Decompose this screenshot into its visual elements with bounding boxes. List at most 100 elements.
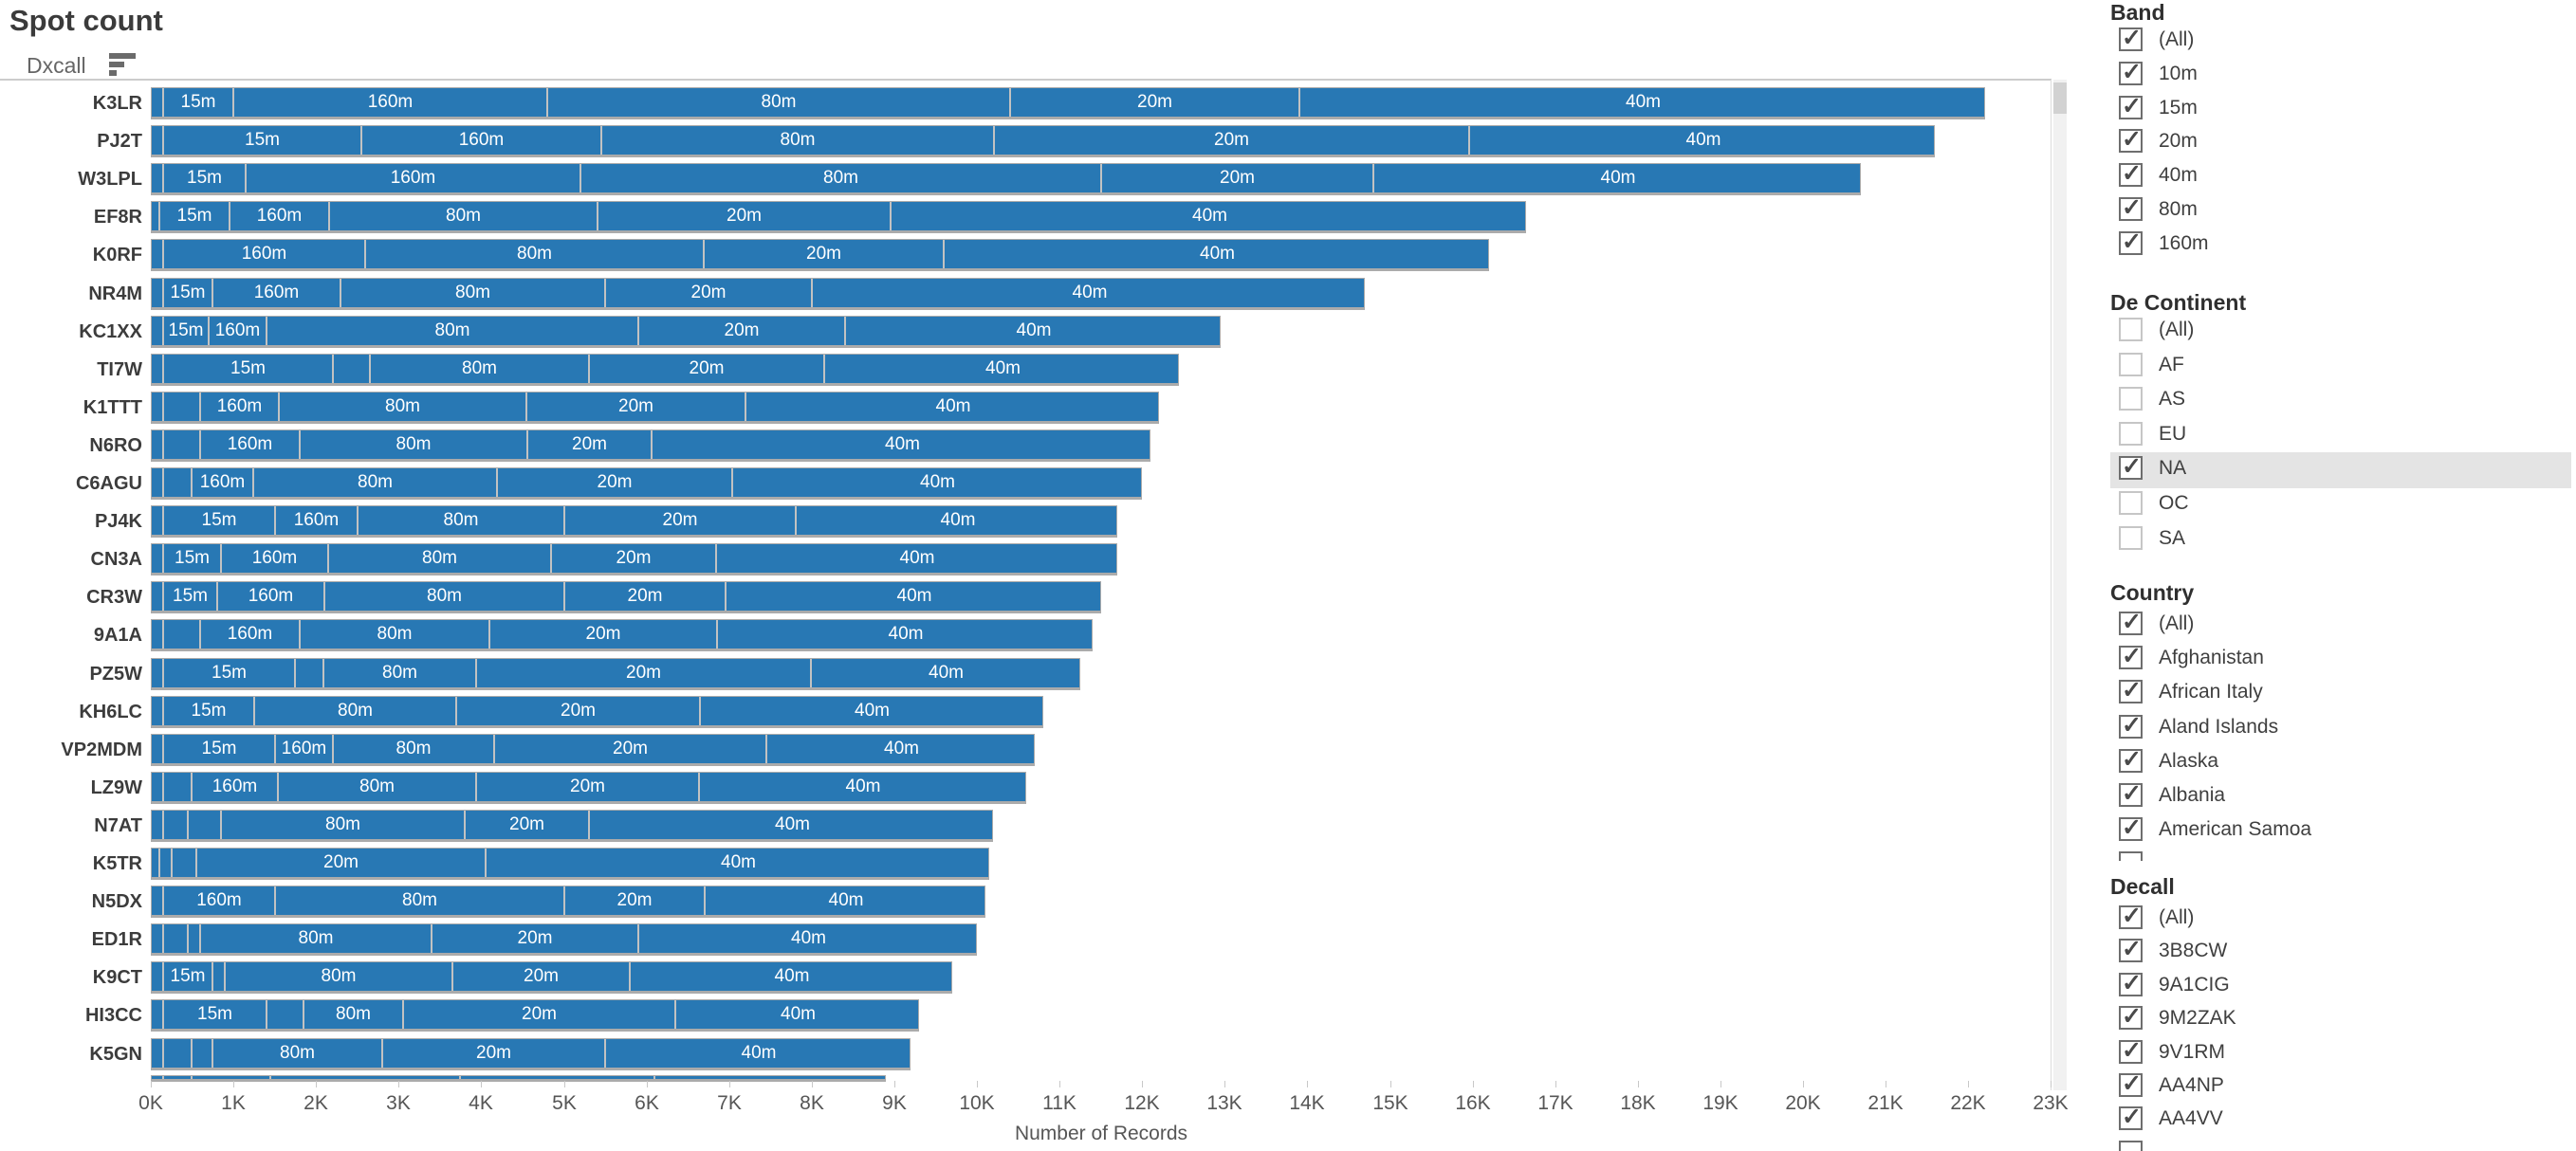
bar-segment-15m[interactable]: 15m bbox=[164, 1000, 267, 1029]
bar-segment-10m[interactable] bbox=[152, 1076, 164, 1079]
bar-segment-160m[interactable] bbox=[267, 1000, 304, 1029]
bar-segment-15m[interactable] bbox=[160, 849, 173, 877]
bar-segment-15m[interactable]: 15m bbox=[164, 164, 247, 192]
bar-segment-20m[interactable]: 20m bbox=[590, 355, 825, 383]
filter-item-as[interactable]: AS bbox=[2110, 387, 2576, 419]
stacked-bar[interactable]: 160m 80m 20m 40m bbox=[151, 239, 1489, 271]
bar-segment-40m[interactable]: 40m bbox=[845, 776, 881, 796]
stacked-bar[interactable]: 15m 160m 80m 20m 40m bbox=[151, 543, 1117, 576]
filter-item-3b8cw[interactable]: ✓ 3B8CW bbox=[2110, 936, 2576, 971]
checkbox[interactable] bbox=[2119, 491, 2143, 515]
bar-segment-160m[interactable]: 160m bbox=[218, 582, 325, 611]
bar-segment-160m[interactable]: 160m bbox=[201, 430, 301, 459]
checkbox[interactable]: ✓ bbox=[2119, 643, 2143, 669]
checkbox[interactable] bbox=[2119, 387, 2143, 411]
bar-segment-10m[interactable] bbox=[152, 659, 164, 687]
bar-segment-20m[interactable]: 20m bbox=[552, 544, 717, 573]
bar-segment-15m[interactable]: 15m bbox=[164, 126, 362, 155]
bar-segment-160m[interactable]: 160m bbox=[164, 886, 276, 915]
bar-segment-40m[interactable]: 40m bbox=[888, 624, 924, 644]
stacked-bar[interactable]: 15m 160m 80m 20m 40m bbox=[151, 201, 1526, 233]
bar-segment-40m[interactable]: 40m bbox=[929, 663, 964, 683]
filter-item-na[interactable]: ✓ NA bbox=[2110, 452, 2576, 488]
filter-item-eu[interactable]: EU bbox=[2110, 422, 2576, 454]
filter-item-albania[interactable]: ✓ Albania bbox=[2110, 780, 2576, 815]
bar-segment-20m[interactable]: 20m bbox=[197, 849, 487, 877]
filter-item-10m[interactable]: ✓ 10m bbox=[2110, 59, 2576, 94]
bar-segment-15m[interactable]: 15m bbox=[164, 279, 213, 307]
bar-segment-40m[interactable]: 40m bbox=[1072, 283, 1108, 302]
stacked-bar[interactable]: 15m 80m 20m 40m bbox=[151, 354, 1179, 386]
bar-segment-20m[interactable]: 20m bbox=[995, 126, 1470, 155]
bar-segment-15m[interactable] bbox=[164, 924, 189, 953]
bar-segment-20m[interactable]: 20m bbox=[477, 659, 812, 687]
bar-segment-15m[interactable]: 15m bbox=[164, 735, 276, 763]
bar-segment-15m[interactable] bbox=[164, 1039, 193, 1068]
checkbox[interactable]: ✓ bbox=[2119, 1104, 2143, 1130]
filter-item-all[interactable]: ✓ (All) bbox=[2110, 903, 2576, 938]
bar-segment-80m[interactable]: 80m bbox=[359, 506, 565, 535]
filter-item-9m2zak[interactable]: ✓ 9M2ZAK bbox=[2110, 1003, 2576, 1038]
bar-segment-20m[interactable]: 20m bbox=[383, 1039, 606, 1068]
checkbox[interactable]: ✓ bbox=[2119, 59, 2143, 85]
checkbox[interactable]: ✓ bbox=[2119, 1037, 2143, 1064]
stacked-bar[interactable]: 15m 80m 20m 40m bbox=[151, 999, 919, 1032]
bar-segment-80m[interactable]: 80m bbox=[280, 393, 527, 421]
bar-segment-160m[interactable]: 160m bbox=[247, 164, 581, 192]
bar-segment-40m[interactable]: 40m bbox=[781, 1004, 816, 1024]
bar-segment-40m[interactable]: 40m bbox=[1685, 130, 1721, 150]
bar-segment-20m[interactable]: 20m bbox=[565, 506, 797, 535]
vertical-scrollbar[interactable] bbox=[2053, 80, 2067, 1090]
bar-segment-15m[interactable] bbox=[164, 430, 201, 459]
stacked-bar[interactable]: 15m 160m 80m 20m 40m bbox=[151, 87, 1985, 119]
bar-segment-20m[interactable]: 20m bbox=[495, 735, 767, 763]
checkbox[interactable] bbox=[2119, 851, 2143, 861]
bar-segment-15m[interactable]: 15m bbox=[164, 506, 276, 535]
stacked-bar[interactable]: 15m 160m 80m 20m 40m bbox=[151, 581, 1101, 613]
bar-segment-10m[interactable] bbox=[152, 582, 164, 611]
bar-segment-40m[interactable] bbox=[655, 1076, 887, 1079]
filter-item-15m[interactable]: ✓ 15m bbox=[2110, 93, 2576, 128]
bar-segment-80m[interactable]: 80m bbox=[329, 544, 552, 573]
bar-segment-80m[interactable]: 80m bbox=[254, 468, 498, 497]
bar-segment-10m[interactable] bbox=[152, 202, 160, 230]
filter-item-alandislands[interactable]: ✓ Aland Islands bbox=[2110, 712, 2576, 747]
filter-item-sa[interactable]: SA bbox=[2110, 526, 2576, 558]
bar-segment-160m[interactable]: 160m bbox=[164, 240, 366, 268]
bar-segment-20m[interactable]: 20m bbox=[639, 317, 846, 345]
bar-segment-80m[interactable]: 80m bbox=[581, 164, 1102, 192]
bar-segment-15m[interactable]: 15m bbox=[164, 582, 218, 611]
bar-segment-10m[interactable] bbox=[152, 164, 164, 192]
filter-item-aa4np[interactable]: ✓ AA4NP bbox=[2110, 1070, 2576, 1105]
bar-segment-10m[interactable] bbox=[152, 88, 164, 117]
bar-segment-160m[interactable]: 160m bbox=[276, 506, 359, 535]
bar-segment-20m[interactable] bbox=[461, 1076, 655, 1079]
checkbox[interactable]: ✓ bbox=[2119, 453, 2143, 480]
bar-segment-10m[interactable] bbox=[152, 126, 164, 155]
bar-segment-20m[interactable]: 20m bbox=[466, 811, 590, 839]
bar-segment-15m[interactable] bbox=[164, 811, 189, 839]
bar-segment-10m[interactable] bbox=[152, 924, 164, 953]
filter-item-all[interactable]: (All) bbox=[2110, 318, 2576, 350]
bar-segment-80m[interactable]: 80m bbox=[371, 355, 590, 383]
bar-segment-40m[interactable]: 40m bbox=[791, 928, 826, 948]
bar-segment-160m[interactable]: 160m bbox=[213, 279, 341, 307]
bar-segment-160m[interactable] bbox=[189, 811, 222, 839]
bar-segment-80m[interactable]: 80m bbox=[279, 773, 477, 801]
bar-segment-160m[interactable] bbox=[296, 659, 324, 687]
bar-segment-40m[interactable]: 40m bbox=[884, 739, 919, 758]
bar-segment-40m[interactable]: 40m bbox=[896, 586, 932, 606]
sort-descending-icon[interactable] bbox=[109, 53, 139, 76]
bar-segment-40m[interactable]: 40m bbox=[774, 966, 810, 986]
bar-segment-160m[interactable]: 160m bbox=[234, 88, 548, 117]
bar-segment-20m[interactable]: 20m bbox=[477, 773, 700, 801]
filter-item-alaska[interactable]: ✓ Alaska bbox=[2110, 746, 2576, 781]
bar-segment-160m[interactable]: 160m bbox=[201, 393, 280, 421]
bar-segment-10m[interactable] bbox=[152, 962, 164, 991]
bar-segment-15m[interactable]: 15m bbox=[164, 88, 234, 117]
checkbox[interactable]: ✓ bbox=[2119, 903, 2143, 929]
filter-item-40m[interactable]: ✓ 40m bbox=[2110, 160, 2576, 195]
bar-segment-10m[interactable] bbox=[152, 811, 164, 839]
bar-segment-160m[interactable]: 160m bbox=[210, 317, 267, 345]
bar-segment-20m[interactable]: 20m bbox=[1102, 164, 1374, 192]
